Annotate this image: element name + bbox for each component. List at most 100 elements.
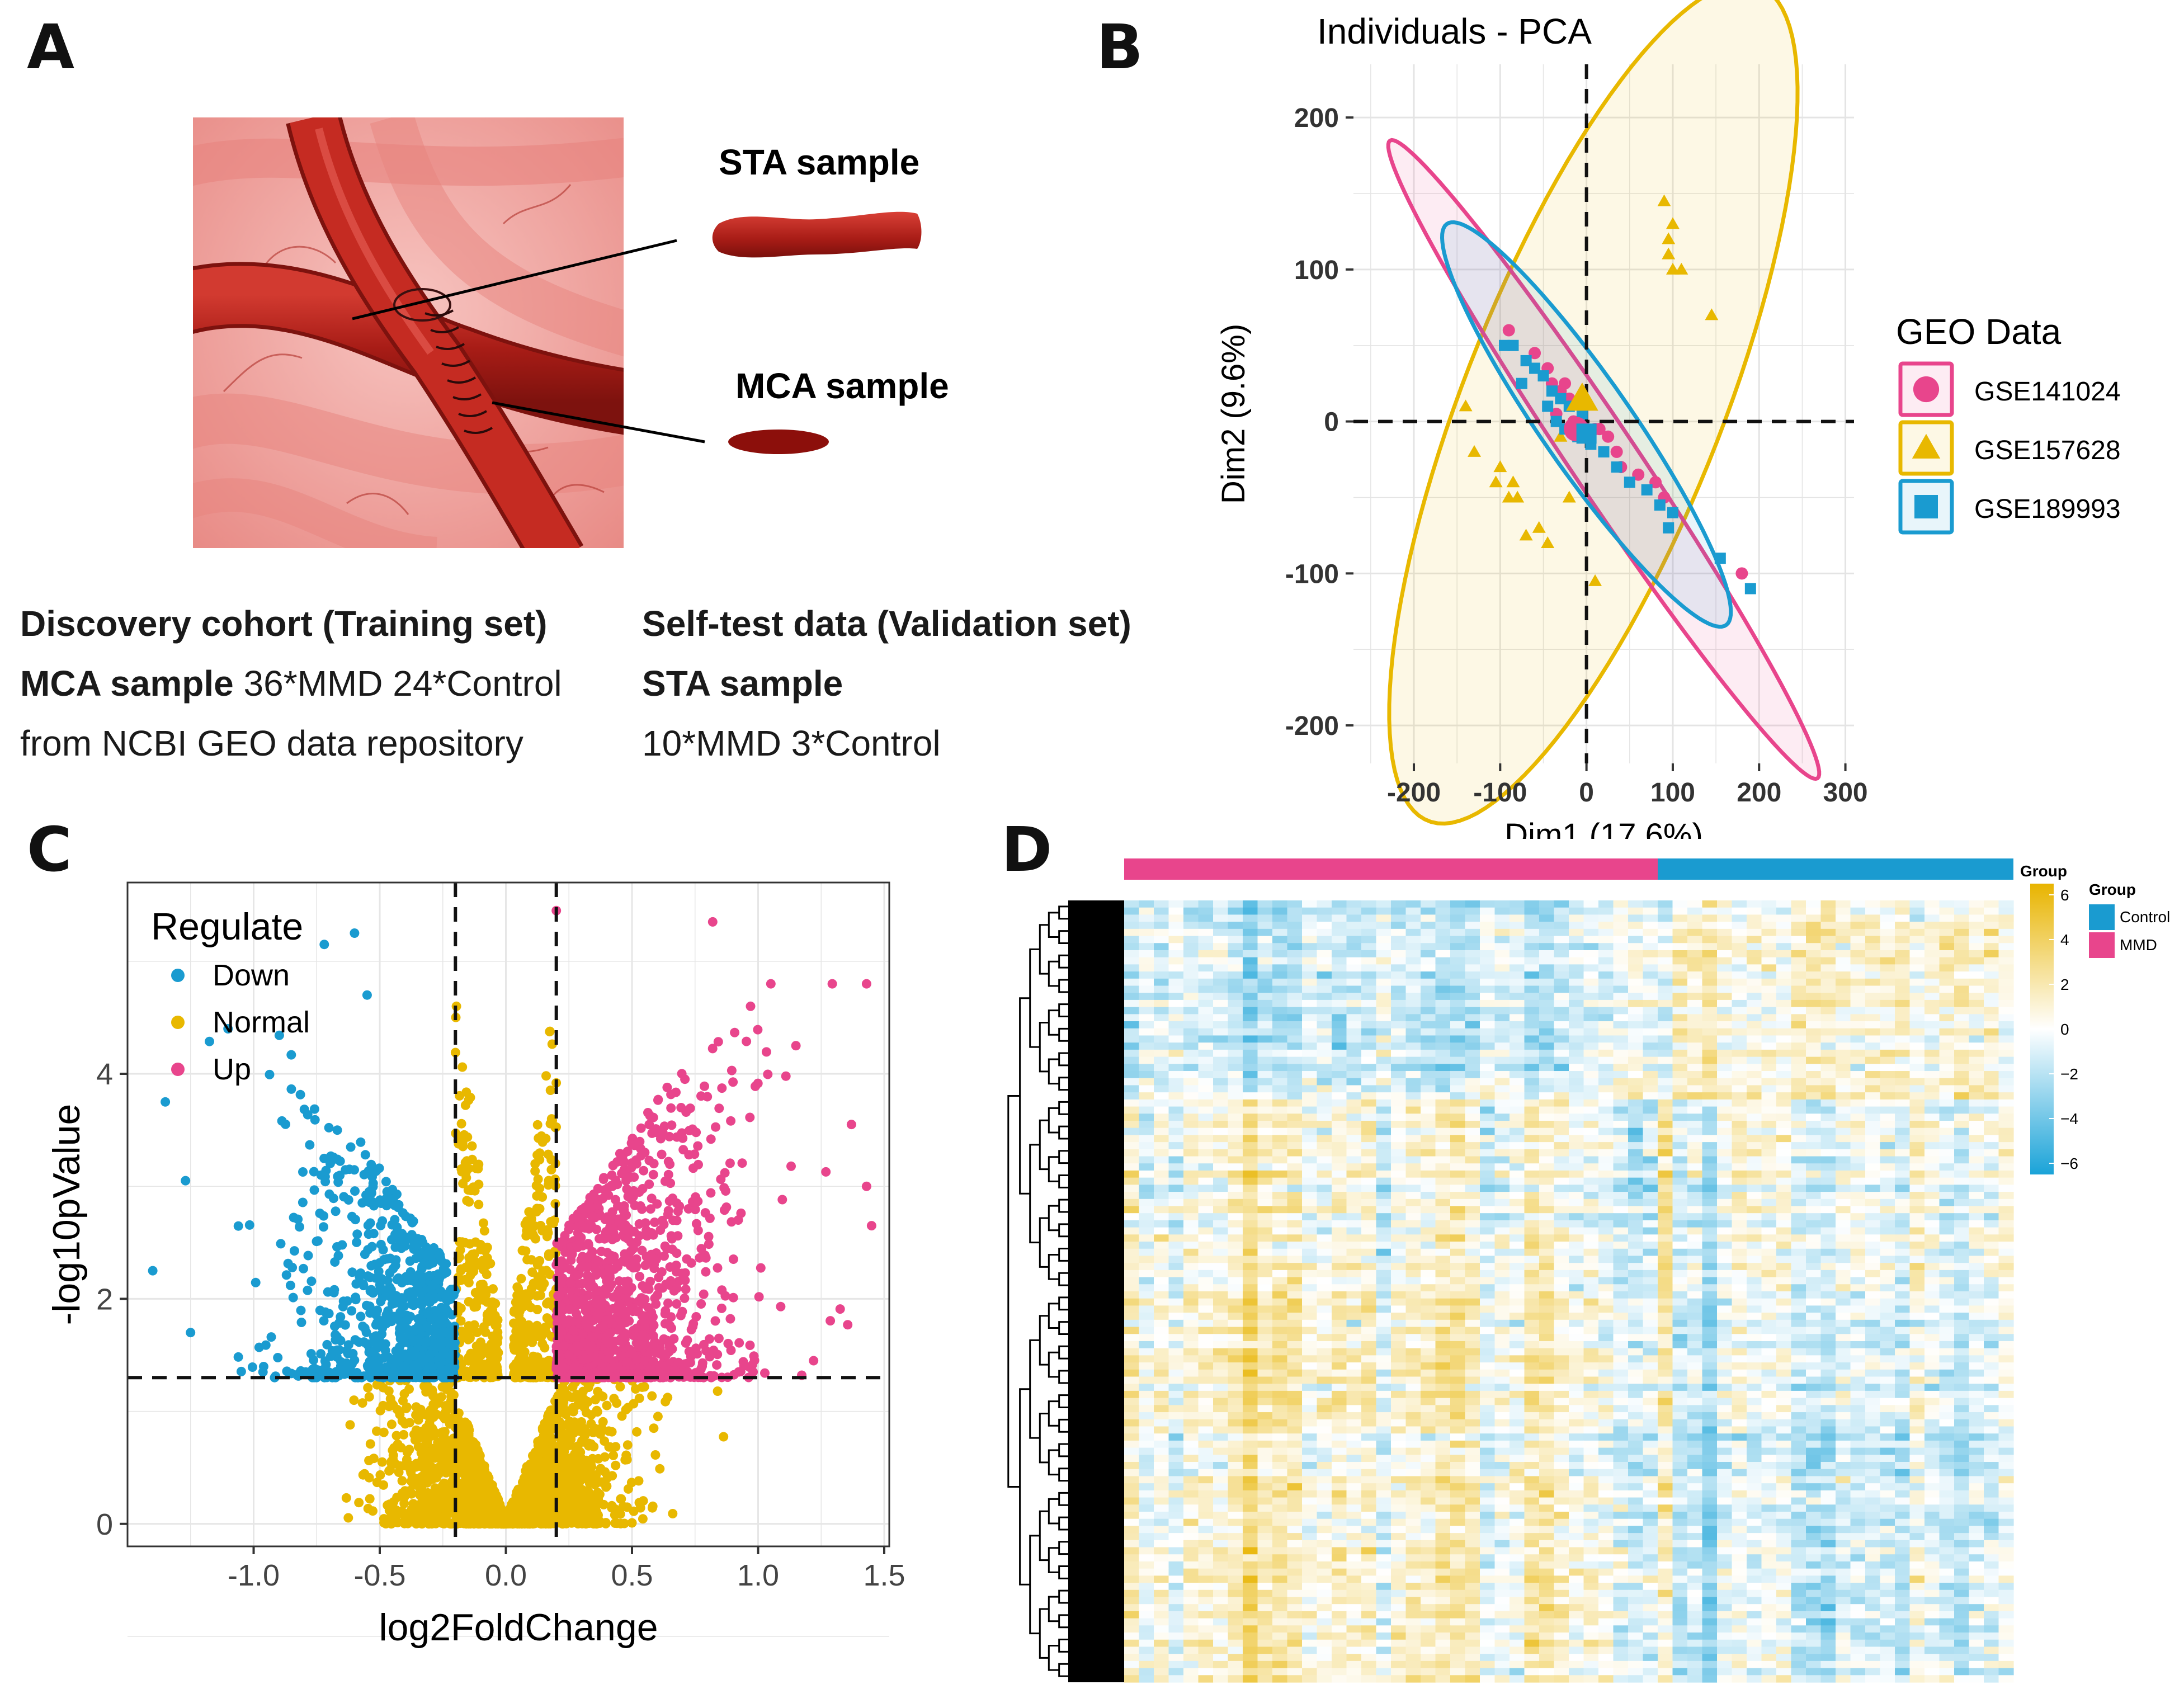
volcano-point-up	[761, 1047, 771, 1057]
volcano-point-normal	[521, 1289, 531, 1299]
volcano-point-down	[413, 1287, 423, 1297]
volcano-point-down	[388, 1263, 398, 1273]
volcano-point-normal	[354, 1498, 364, 1508]
pca-point-GSE157628	[1489, 475, 1503, 488]
volcano-point-normal	[458, 1178, 468, 1188]
volcano-point-normal	[485, 1518, 496, 1528]
volcano-point-down	[374, 1163, 384, 1173]
volcano-point-down	[326, 1158, 335, 1168]
volcano-point-normal	[543, 1149, 553, 1159]
volcano-point-normal	[379, 1480, 389, 1490]
volcano-point-normal	[526, 1255, 536, 1265]
volcano-point-up	[635, 1272, 645, 1281]
volcano-point-up	[727, 1065, 737, 1075]
volcano-point-down	[416, 1357, 426, 1367]
volcano-point-normal	[528, 1490, 538, 1500]
volcano-point-up	[713, 1263, 723, 1273]
volcano-point-up	[637, 1245, 647, 1256]
sta-pointer-line	[352, 239, 677, 320]
volcano-point-up	[693, 1225, 703, 1235]
volcano-point-down	[347, 1306, 357, 1316]
volcano-point-down	[402, 1315, 412, 1325]
volcano-point-normal	[497, 1516, 506, 1526]
pca-point-GSE189993	[1529, 362, 1541, 374]
volcano-point-down	[370, 1259, 380, 1270]
volcano-point-up	[638, 1311, 648, 1321]
volcano-point-normal	[611, 1460, 621, 1470]
pca-point-GSE157628	[1674, 262, 1688, 275]
pca-point-GSE141024	[1735, 567, 1748, 580]
volcano-point-up	[704, 1232, 714, 1242]
volcano-point-up	[617, 1168, 627, 1178]
pca-xtick-label: 0	[1579, 778, 1594, 808]
volcano-point-normal	[569, 1462, 579, 1473]
volcano-point-normal	[549, 1218, 558, 1228]
volcano-point-down	[375, 1280, 385, 1290]
volcano-point-down	[236, 1366, 246, 1376]
volcano-point-down	[391, 1200, 401, 1210]
volcano-point-normal	[515, 1332, 525, 1342]
volcano-point-normal	[534, 1257, 544, 1267]
volcano-point-down	[415, 1268, 425, 1278]
volcano-point-normal	[463, 1185, 473, 1195]
volcano-point-normal	[428, 1390, 438, 1400]
volcano-point-down	[359, 1337, 369, 1347]
volcano-point-normal	[409, 1429, 419, 1440]
volcano-point-normal	[565, 1417, 574, 1426]
volcano-point-up	[709, 1371, 719, 1381]
volcano-point-down	[330, 1257, 340, 1267]
volcano-point-up	[672, 1267, 681, 1277]
volcano-point-up	[734, 1338, 744, 1348]
volcano-point-down	[346, 1142, 356, 1152]
volcano-point-normal	[576, 1447, 586, 1457]
volcano-point-normal	[489, 1487, 499, 1497]
volcano-point-up	[613, 1324, 623, 1334]
volcano-point-up	[696, 1244, 706, 1254]
volcano-point-normal	[391, 1431, 402, 1441]
volcano-point-up	[691, 1127, 701, 1138]
volcano-point-up	[640, 1294, 650, 1304]
volcano-point-normal	[543, 1496, 553, 1506]
volcano-point-normal	[627, 1518, 637, 1528]
volcano-point-normal	[602, 1473, 612, 1483]
volcano-point-up	[573, 1270, 583, 1280]
volcano-point-down	[442, 1267, 452, 1277]
volcano-point-normal	[668, 1509, 678, 1518]
volcano-point-up	[682, 1254, 692, 1264]
volcano-point-normal	[586, 1470, 596, 1480]
volcano-point-normal	[556, 1421, 566, 1431]
volcano-point-normal	[495, 1499, 505, 1509]
volcano-point-up	[745, 1341, 755, 1350]
volcano-point-down	[428, 1258, 438, 1268]
pca-point-GSE157628	[1468, 445, 1482, 457]
volcano-point-normal	[647, 1391, 657, 1401]
volcano-point-up	[589, 1315, 599, 1325]
pca-point-GSE157628	[1705, 308, 1719, 320]
volcano-point-up	[575, 1232, 585, 1242]
volcano-point-normal	[559, 1447, 569, 1457]
volcano-point-normal	[377, 1457, 387, 1467]
volcano-point-up	[568, 1325, 578, 1336]
volcano-point-down	[376, 1197, 386, 1207]
volcano-point-normal	[360, 1469, 370, 1479]
volcano-point-up	[699, 1289, 709, 1299]
volcano-point-up	[622, 1184, 632, 1194]
volcano-point-normal	[479, 1226, 489, 1236]
volcano-point-up	[647, 1308, 657, 1318]
volcano-point-down	[313, 1236, 323, 1246]
pca-point-GSE157628	[1506, 475, 1520, 488]
volcano-point-normal	[629, 1399, 639, 1409]
volcano-point-normal	[349, 1395, 359, 1405]
volcano-point-normal	[459, 1456, 469, 1466]
volcano-point-normal	[545, 1511, 555, 1521]
volcano-point-down	[233, 1221, 243, 1231]
volcano-point-down	[421, 1337, 431, 1347]
volcano-point-normal	[461, 1511, 471, 1521]
volcano-point-normal	[596, 1391, 606, 1400]
volcano-point-normal	[379, 1518, 389, 1528]
volcano-point-up	[745, 1112, 755, 1122]
volcano-point-normal	[481, 1285, 491, 1295]
volcano-point-up	[619, 1158, 628, 1167]
volcano-point-normal	[518, 1516, 529, 1526]
pca-ytick-label: 0	[1324, 408, 1339, 437]
